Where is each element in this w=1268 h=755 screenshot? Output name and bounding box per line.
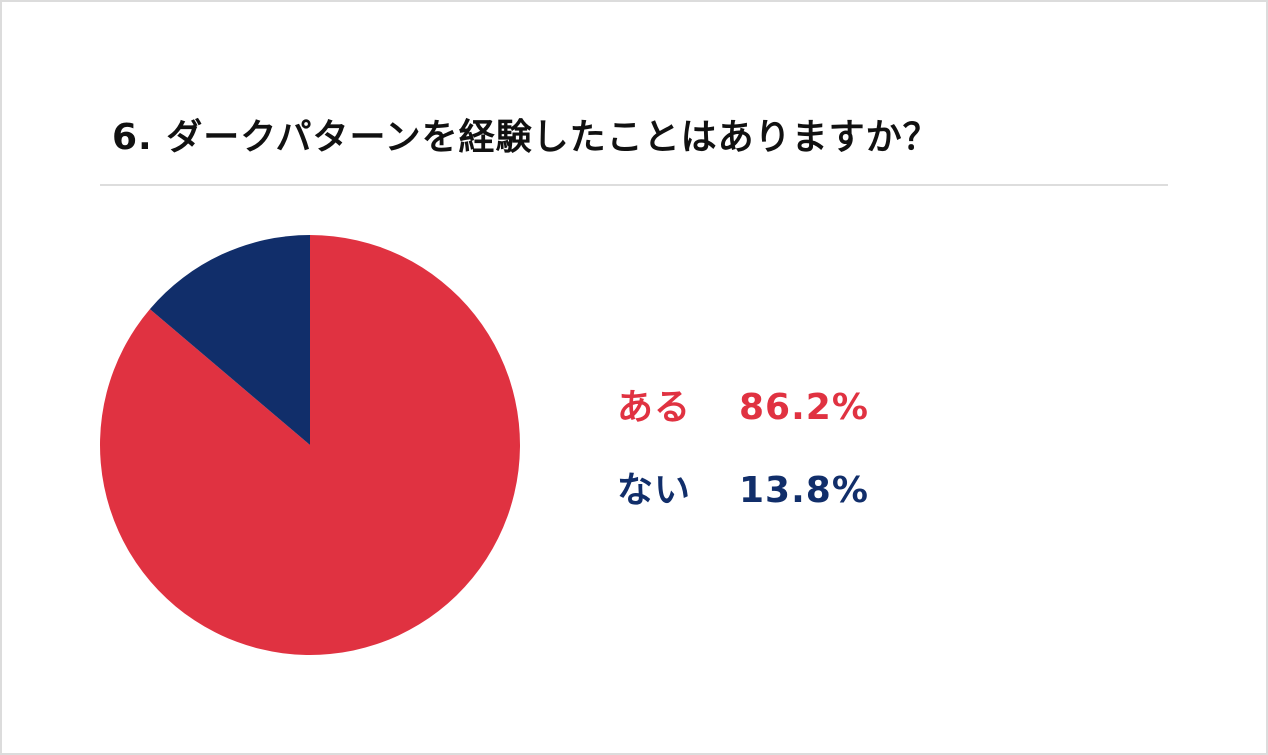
pie-slice-2: [149, 235, 310, 445]
legend-item-1: ある 86.2%: [617, 384, 869, 432]
pie-chart: [100, 235, 521, 655]
legend-item-2: ない 13.8%: [617, 467, 869, 515]
chart-title: 6. ダークパターンを経験したことはありますか？: [112, 117, 940, 158]
pie-slice-1: [100, 235, 521, 655]
legend-label: ない: [617, 470, 692, 511]
legend-value: 86.2%: [739, 387, 869, 428]
title-divider: [100, 184, 1168, 186]
legend-label: ある: [617, 387, 692, 428]
legend-value: 13.8%: [739, 470, 869, 511]
